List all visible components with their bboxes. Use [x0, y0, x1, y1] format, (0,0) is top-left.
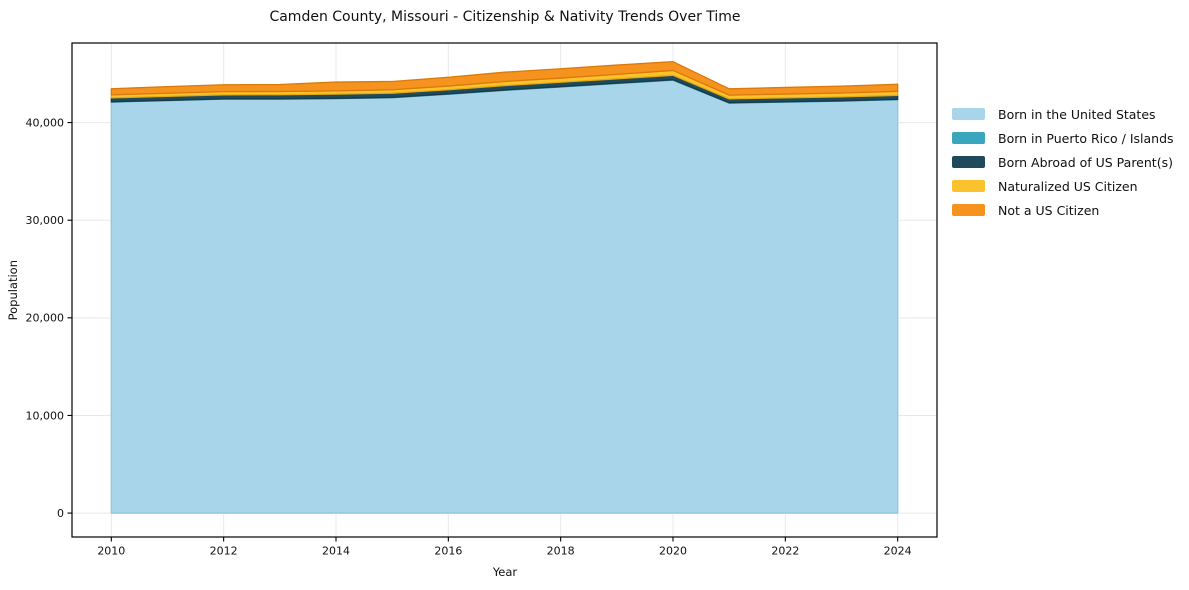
y-tick-label: 40,000: [26, 116, 65, 129]
legend-swatch-icon: [952, 108, 985, 120]
x-tick-label: 2014: [322, 545, 350, 558]
chart-title: Camden County, Missouri - Citizenship & …: [269, 9, 741, 25]
x-axis-label: Year: [492, 565, 518, 579]
legend-label: Not a US Citizen: [998, 202, 1100, 218]
legend-swatch-icon: [952, 204, 985, 216]
y-tick-label: 0: [57, 507, 64, 520]
legend-label: Born in Puerto Rico / Islands: [998, 130, 1174, 146]
x-tick-label: 2012: [210, 545, 238, 558]
x-tick-label: 2010: [97, 545, 125, 558]
legend-label: Naturalized US Citizen: [998, 178, 1138, 194]
x-tick-label: 2016: [434, 545, 462, 558]
x-tick-label: 2022: [771, 545, 799, 558]
legend-swatch-icon: [952, 132, 985, 144]
legend-item-0: Born in the United States: [952, 102, 1174, 126]
plot-frame: [71, 42, 938, 538]
legend-item-4: Not a US Citizen: [952, 198, 1174, 222]
x-tick-label: 2024: [884, 545, 912, 558]
legend-swatch-icon: [952, 156, 985, 168]
legend-item-2: Born Abroad of US Parent(s): [952, 150, 1174, 174]
legend-item-1: Born in Puerto Rico / Islands: [952, 126, 1174, 150]
y-tick-label: 20,000: [26, 312, 65, 325]
legend-label: Born Abroad of US Parent(s): [998, 154, 1173, 170]
axis-ticks: 2010 2012 2014 2016 2018 2020 2022 2024 0 10,000 2…: [26, 116, 912, 557]
legend-item-3: Naturalized US Citizen: [952, 174, 1174, 198]
area-band-0: [110, 79, 899, 514]
x-tick-label: 2020: [659, 545, 687, 558]
y-tick-label: 10,000: [26, 409, 65, 422]
legend-swatch-icon: [952, 180, 985, 192]
area-band-4: [110, 61, 899, 96]
legend: Born in the United States Born in Puerto …: [952, 102, 1174, 222]
legend-label: Born in the United States: [998, 106, 1156, 122]
stacked-areas: [110, 61, 899, 514]
y-tick-label: 30,000: [26, 214, 65, 227]
x-tick-label: 2018: [547, 545, 575, 558]
